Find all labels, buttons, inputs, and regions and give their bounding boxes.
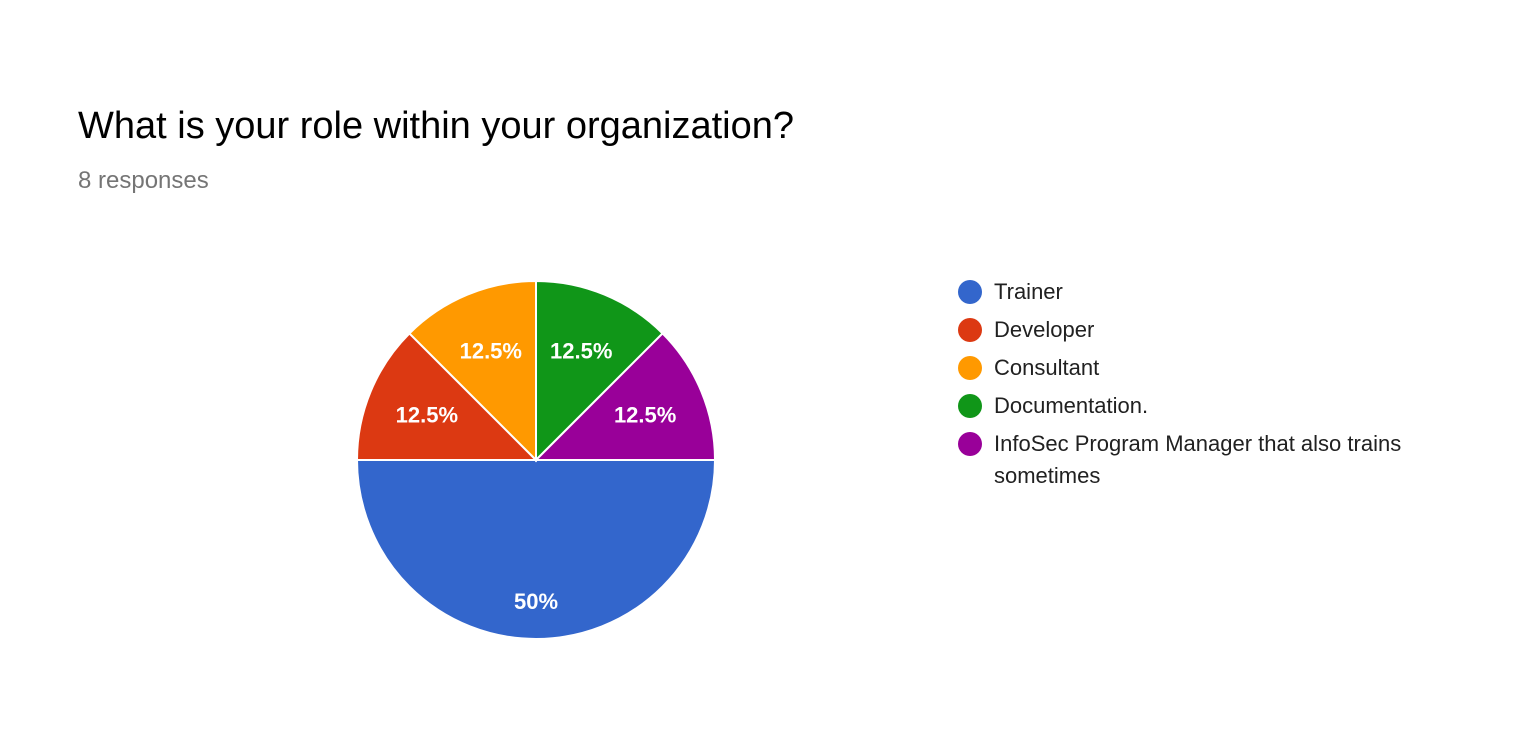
legend-label: Consultant	[994, 355, 1100, 380]
legend-label: InfoSec Program Manager that also trains…	[994, 431, 1402, 488]
legend-item[interactable]: Consultant	[958, 352, 1408, 384]
chart-legend: Trainer Developer Consultant Documentation.…	[958, 276, 1408, 498]
legend-item[interactable]: Trainer	[958, 276, 1408, 308]
response-count: 8 responses	[78, 167, 209, 194]
pie-slice-label: 50%	[514, 589, 558, 614]
legend-item[interactable]: Developer	[958, 314, 1408, 346]
pie-slice-documentation[interactable]	[535, 279, 664, 463]
pie-slices	[355, 279, 717, 640]
legend-swatch-icon	[958, 394, 982, 418]
pie-slice-label: 12.5%	[396, 402, 458, 427]
legend-label: Developer	[994, 317, 1095, 342]
legend-label: Trainer	[994, 279, 1063, 304]
pie-slice-trainer[interactable]	[355, 459, 717, 640]
legend-swatch-icon	[958, 280, 982, 304]
pie-slice-labels: 50% 12.5% 12.5% 12.5% 12.5%	[396, 338, 677, 614]
pie-slice-label: 12.5%	[550, 338, 612, 363]
legend-swatch-icon	[958, 318, 982, 342]
pie-slice-label: 12.5%	[614, 402, 676, 427]
legend-item[interactable]: InfoSec Program Manager that also trains…	[958, 428, 1408, 492]
pie-slice-developer[interactable]	[355, 332, 539, 461]
pie-slice-consultant[interactable]	[408, 279, 537, 463]
legend-item[interactable]: Documentation.	[958, 390, 1408, 422]
legend-swatch-icon	[958, 432, 982, 456]
pie-slice-infosec-program-manager-that-also-trains-sometimes[interactable]	[533, 332, 717, 461]
legend-label: Documentation.	[994, 393, 1149, 418]
pie-slice-label: 12.5%	[460, 338, 522, 363]
legend-swatch-icon	[958, 356, 982, 380]
pie-chart: 50% 12.5% 12.5% 12.5% 12.5%	[355, 279, 717, 640]
question-title: What is your role within your organizati…	[78, 105, 795, 147]
